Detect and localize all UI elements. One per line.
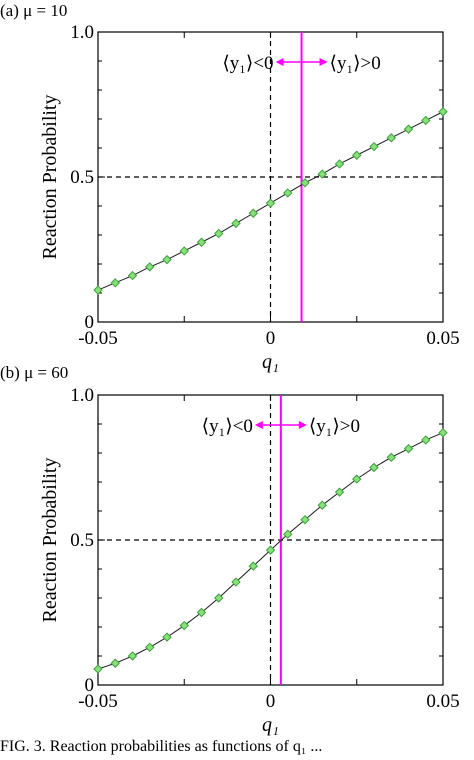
panel-a-x-tick-label: -0.05 [78,328,118,349]
panel-b-data-point [248,561,258,571]
panel-b-x-tick-label: 0 [266,691,276,712]
panel-a-y-tick-label: 1.0 [70,22,94,43]
panel-b-data-point [403,443,414,454]
panel-a-x-tick-label: 0 [266,328,276,349]
panel-b-data-point [196,607,207,618]
panel-a-data-point [110,278,120,288]
panel-b-x-tick-label: -0.05 [78,691,118,712]
panel-a-data-point [231,218,241,229]
panel-b-y-tick-label: 0.5 [70,530,94,551]
panel-a-x-tick-label: 0.05 [426,328,459,349]
panel-b-data-point [179,620,189,631]
panel-a-data-point [248,208,258,218]
panel-b-data-point [438,427,448,438]
panel-b-data-point [386,452,396,463]
panel-b-data-point [421,435,431,445]
panel-b-data-point [283,529,293,539]
panel-a-data-point [352,150,362,160]
panel-b-arrow-head-right [298,421,307,429]
panel-b-data-point [93,664,103,674]
panel-a-data-point [196,237,207,247]
panel-b-x-tick-label: 0.05 [426,691,459,712]
panel-b-data-point [145,642,155,653]
panel-a-y-tick-label: 0.5 [70,167,94,188]
panel-a-data-point [334,159,345,169]
panel-b-data-point [334,487,345,497]
panel-a-annotation-left: ⟨y₁⟩<0 [222,53,273,74]
panel-b-y-tick-label: 0 [85,675,95,696]
panel-b-data-point [231,577,241,587]
panel-a-x-axis-label: q₁ [262,351,279,373]
panel-a-label: (a) μ = 10 [0,1,67,20]
panel-a-data-point [300,178,310,188]
panel-b-annotation-right: ⟨y₁⟩>0 [309,416,360,437]
panel-a-arrow-head-right [319,58,328,66]
panel-b-data-point [352,474,362,484]
panel-a-data-point [162,254,172,265]
panel-a-data-point [403,124,414,134]
panel-a-arrow-head-left [275,58,284,66]
panel-b-data-point [300,514,310,525]
panel-a-data-point [438,107,448,117]
panel-b-annotation-left: ⟨y₁⟩<0 [202,416,253,437]
panel-b-arrow-head-left [254,421,263,429]
panel-a-data-point [179,246,189,256]
panel-a-annotation-right: ⟨y₁⟩>0 [330,53,381,74]
panel-a-data-point [93,285,103,295]
panel-a-data-point [421,115,431,126]
panel-a-y-axis-label: Reaction Probability [39,95,61,260]
panel-b-data-point [317,500,327,510]
panel-b-data-point [265,545,276,555]
panel-b-data-point [214,593,224,603]
panel-a-data-point [317,169,327,179]
panel-a-data-point [369,141,379,152]
panel-a-data-point [145,262,155,272]
panel-b-data-point [369,462,379,473]
panel-a-data-point [214,228,224,239]
panel-b-data-point [127,651,138,661]
panel-b-data-point [162,632,172,642]
panel-b-label: (b) μ = 60 [0,363,68,382]
panel-b-data-point [110,658,120,668]
panel-a-data-point [386,133,396,143]
figure-caption: FIG. 3. Reaction probabilities as functi… [0,738,323,755]
panel-b-y-axis-label: Reaction Probability [39,458,61,623]
panel-b-x-axis-label: q₁ [262,714,279,736]
panel-a-data-point [265,198,276,208]
panel-a-y-tick-label: 0 [85,312,95,333]
panel-a-data-point [127,270,138,281]
panel-a-data-point [283,188,293,198]
panel-b-y-tick-label: 1.0 [70,385,94,406]
